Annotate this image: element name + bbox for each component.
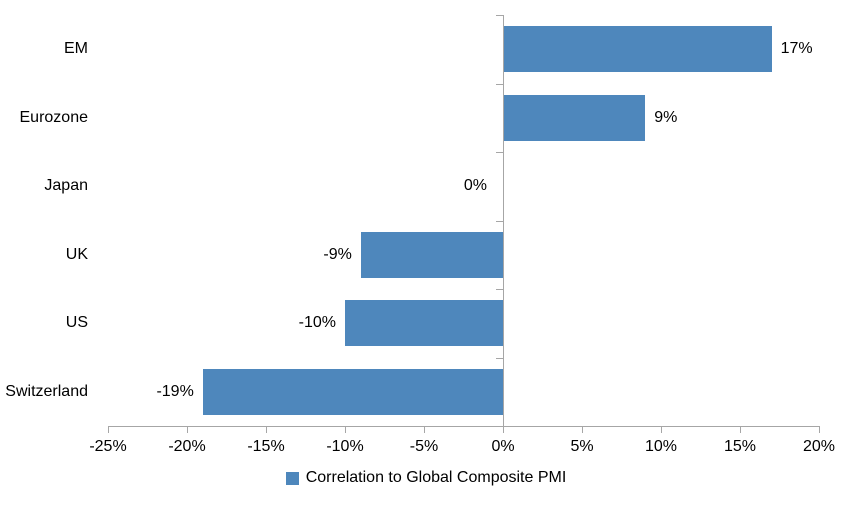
y-axis-tick bbox=[496, 289, 503, 290]
x-axis-tick bbox=[819, 426, 820, 433]
x-tick-label: 10% bbox=[644, 438, 678, 455]
value-label-us: -10% bbox=[298, 314, 336, 332]
x-tick-label: 20% bbox=[802, 438, 836, 455]
y-axis-tick bbox=[496, 152, 503, 153]
value-label-japan: 0% bbox=[463, 177, 487, 195]
y-axis-tick bbox=[496, 83, 503, 85]
x-tick-label: -10% bbox=[326, 438, 364, 455]
category-label-japan: Japan bbox=[44, 177, 88, 195]
x-tick-label: 0% bbox=[491, 438, 515, 455]
y-axis-line bbox=[503, 15, 504, 433]
x-axis-tick bbox=[424, 426, 425, 433]
category-label-em: EM bbox=[64, 40, 88, 58]
legend-label: Correlation to Global Composite PMI bbox=[305, 469, 567, 486]
x-tick-label: -25% bbox=[89, 438, 127, 455]
x-tick-label: 5% bbox=[570, 438, 594, 455]
bar-switzerland bbox=[202, 368, 503, 415]
value-label-eurozone: 9% bbox=[654, 108, 678, 126]
y-axis-tick bbox=[496, 357, 503, 359]
x-axis-tick bbox=[345, 426, 346, 433]
x-tick-label: -20% bbox=[168, 438, 206, 455]
x-axis-tick bbox=[187, 426, 188, 433]
legend: Correlation to Global Composite PMI bbox=[0, 468, 852, 488]
x-axis-tick bbox=[503, 426, 504, 433]
x-axis-tick bbox=[661, 426, 662, 433]
category-label-eurozone: Eurozone bbox=[19, 108, 89, 126]
y-axis-tick bbox=[496, 15, 503, 16]
x-tick-label: -15% bbox=[247, 438, 285, 455]
x-axis-tick bbox=[266, 426, 267, 433]
bar-uk bbox=[360, 231, 503, 278]
legend-marker-swatch bbox=[285, 471, 299, 485]
bar-us bbox=[345, 300, 503, 347]
y-axis-tick bbox=[496, 220, 503, 222]
x-tick-label: -5% bbox=[409, 438, 439, 455]
category-label-switzerland: Switzerland bbox=[5, 382, 88, 400]
category-label-uk: UK bbox=[65, 245, 88, 263]
bar-em bbox=[503, 26, 772, 73]
x-axis-tick bbox=[582, 426, 583, 433]
bar-eurozone bbox=[503, 94, 646, 141]
x-axis-tick bbox=[108, 426, 109, 433]
x-axis-tick bbox=[740, 426, 741, 433]
x-tick-label: 15% bbox=[723, 438, 757, 455]
value-label-uk: -9% bbox=[323, 245, 352, 263]
value-label-switzerland: -19% bbox=[156, 382, 194, 400]
value-label-em: 17% bbox=[780, 40, 813, 58]
x-axis-line bbox=[108, 426, 820, 427]
category-label-us: US bbox=[65, 314, 88, 332]
